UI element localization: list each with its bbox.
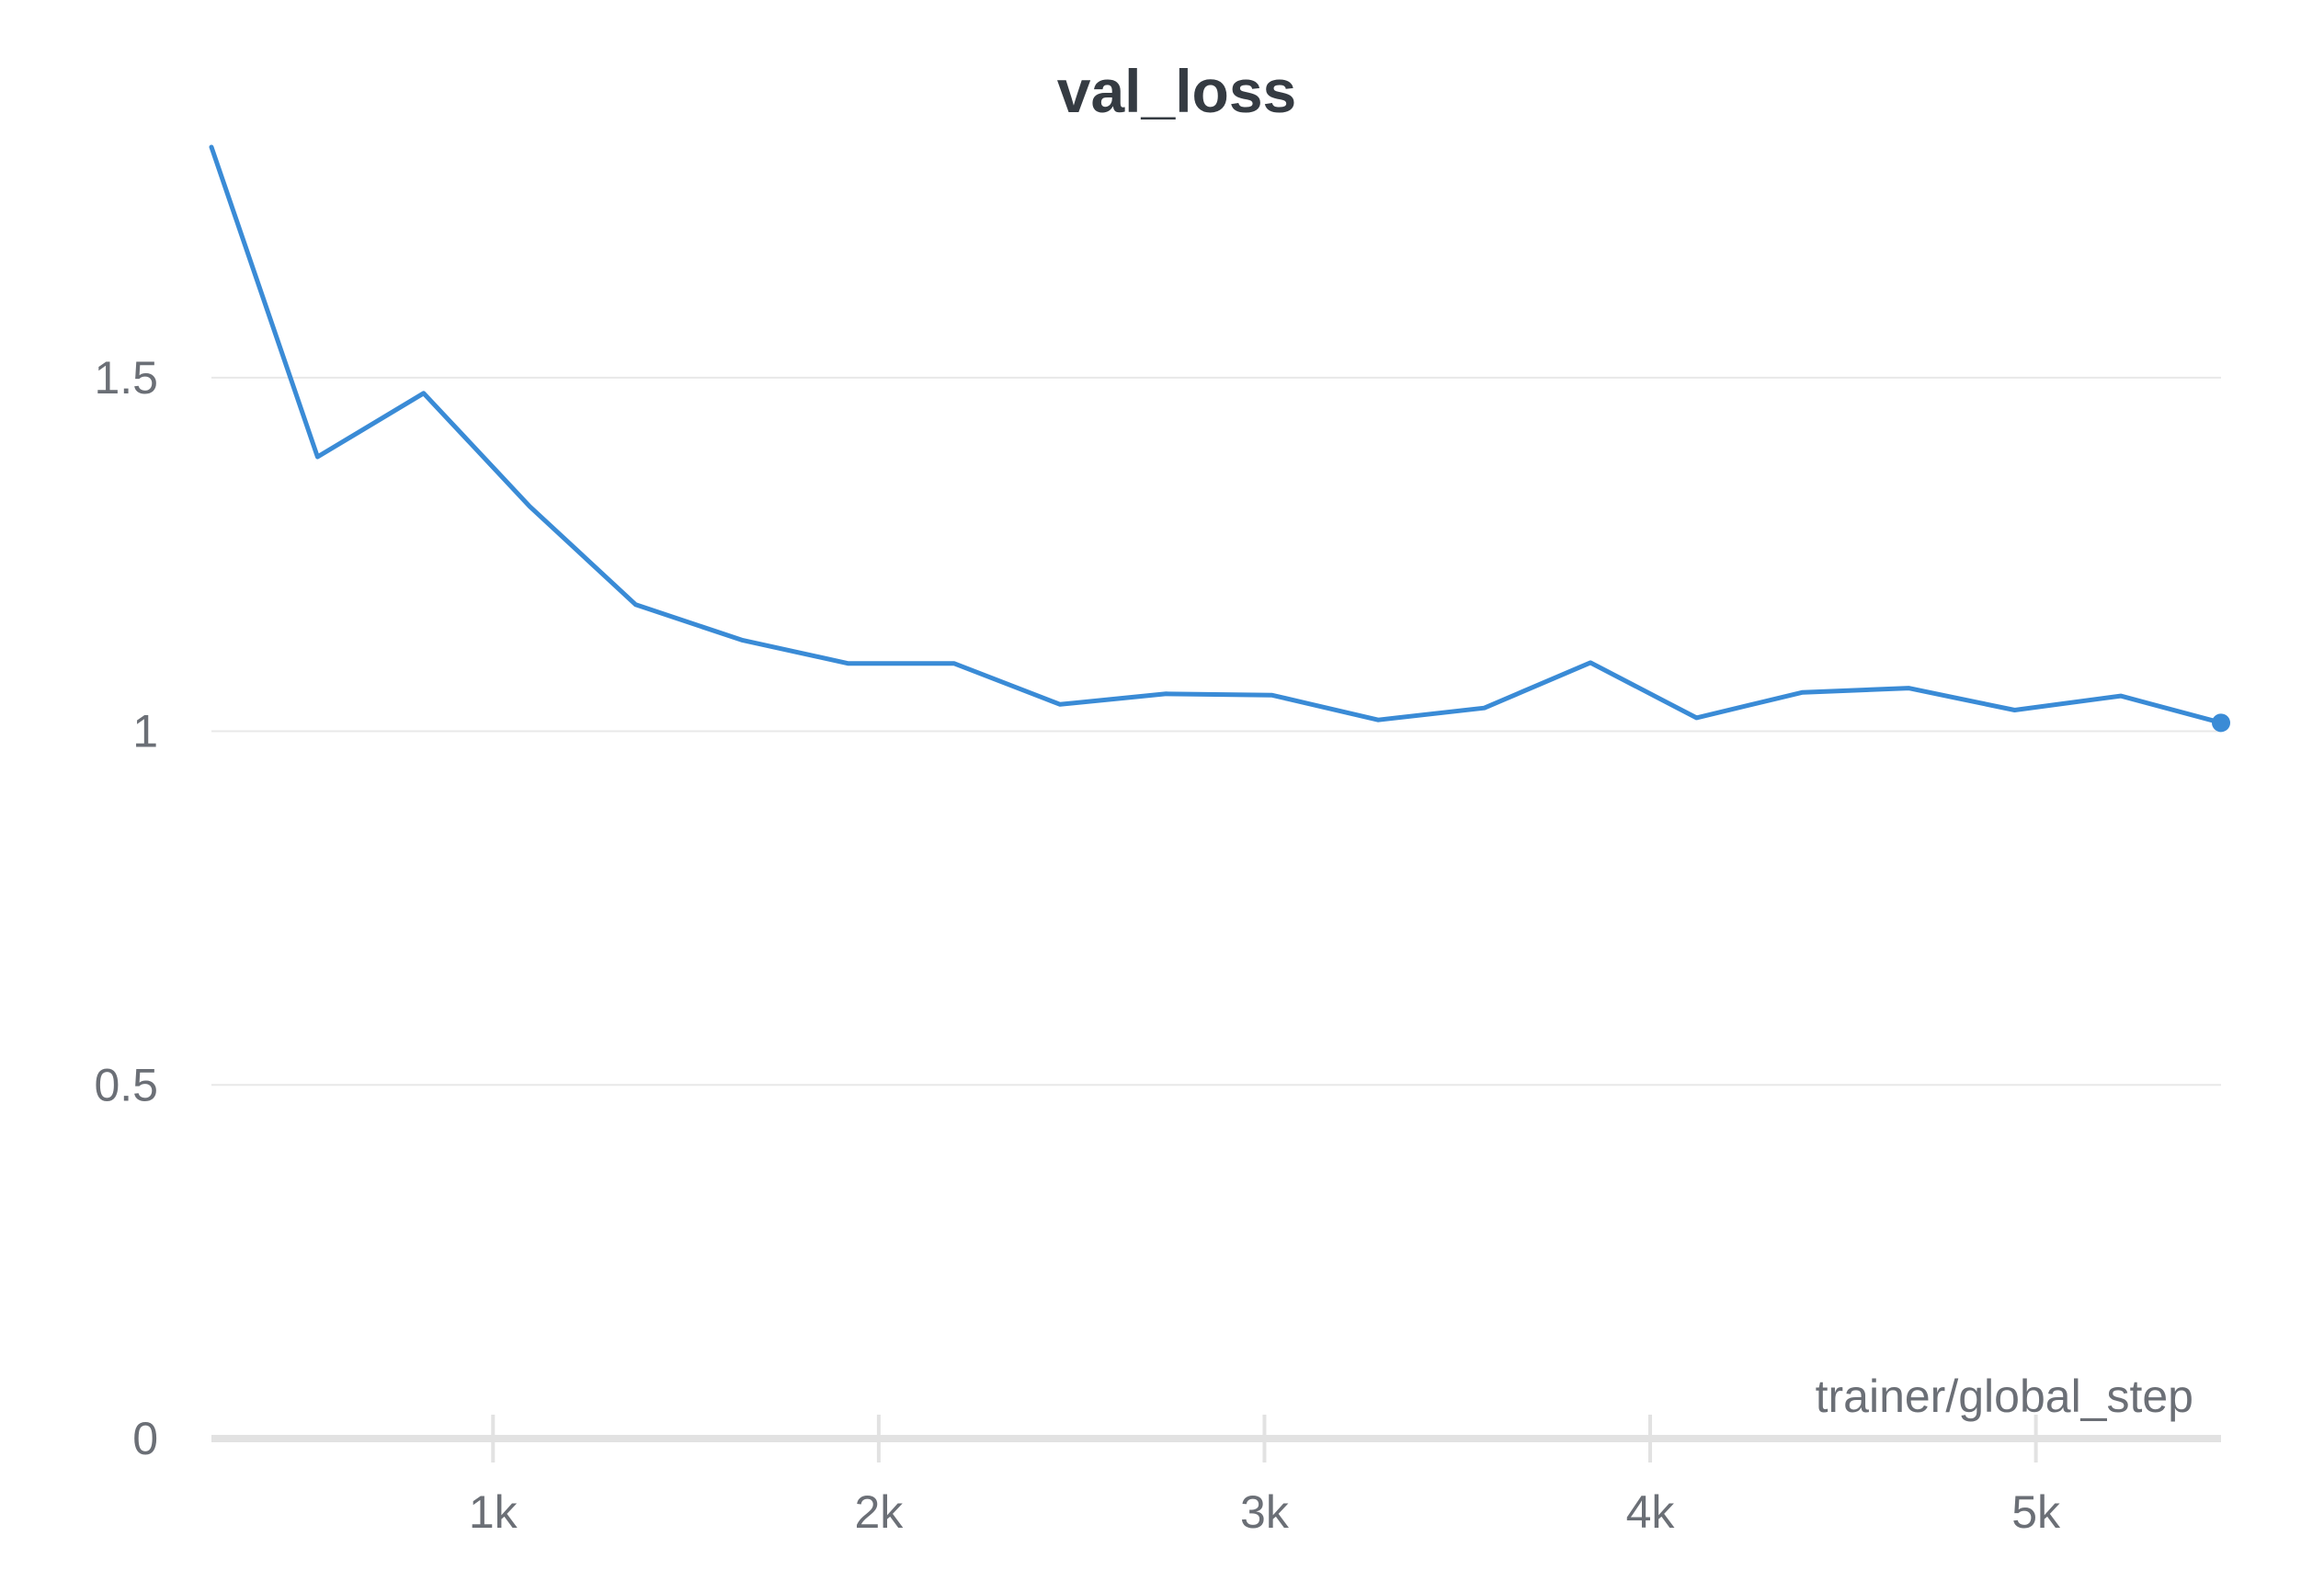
y-tick-label: 1.5 [94,352,158,404]
y-tick-label: 1 [132,706,158,757]
y-tick-label: 0.5 [94,1059,158,1110]
series-line [209,144,2224,725]
x-axis-label: trainer/global_step [1816,1371,2193,1422]
x-tick-label: 1k [469,1486,518,1538]
chart-title: val_loss [1057,57,1297,125]
y-tick-label: 0 [132,1413,158,1464]
series-layer [209,144,2230,733]
x-tick-label: 5k [2011,1486,2061,1538]
x-axis [211,1415,2221,1462]
x-tick-label: 4k [1626,1486,1676,1538]
tick-labels: 0 0.5 1 1.5 1k 2k 3k 4k 5k [94,352,2061,1538]
x-tick-label: 2k [854,1486,904,1538]
grid-lines [211,376,2221,1087]
last-point-marker [2212,713,2230,733]
x-tick-label: 3k [1240,1486,1290,1538]
